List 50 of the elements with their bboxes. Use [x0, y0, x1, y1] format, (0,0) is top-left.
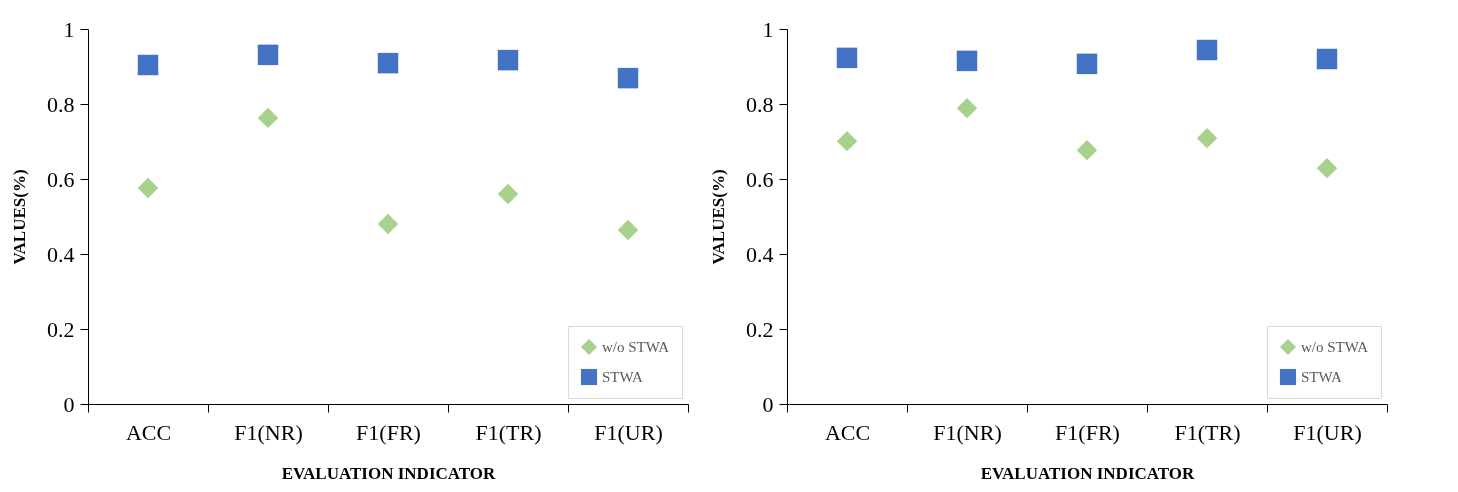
- point: [1316, 48, 1338, 70]
- y-tick-label: 0.6: [47, 166, 75, 192]
- x-tick-label: F1(NR): [234, 419, 303, 445]
- y-tick-label: 0.2: [746, 316, 774, 342]
- point: [1196, 127, 1218, 149]
- y-tick-label: 0.8: [746, 91, 774, 117]
- point: [956, 97, 978, 119]
- y-tick-label: 0.2: [47, 316, 75, 342]
- point: [137, 177, 159, 199]
- point: [497, 183, 519, 205]
- y-tick-label: 0: [762, 391, 774, 417]
- x-tick-label: F1(TR): [1174, 419, 1241, 445]
- point: [1076, 139, 1098, 161]
- point: [257, 44, 279, 66]
- x-tick-label: F1(FR): [1055, 419, 1120, 445]
- x-tick-label: ACC: [125, 419, 172, 445]
- point: [137, 54, 159, 76]
- point: [617, 67, 639, 89]
- x-tick-label: F1(UR): [594, 419, 663, 445]
- y-tick-label: 1: [762, 16, 774, 42]
- legend-label: STWA: [1301, 369, 1342, 385]
- y-axis-title: VALUES(%): [10, 169, 29, 265]
- x-tick-label: ACC: [824, 419, 871, 445]
- y-axis-title: VALUES(%): [709, 169, 728, 265]
- legend-label: STWA: [602, 369, 643, 385]
- point: [257, 107, 279, 129]
- y-tick-label: 0.4: [47, 241, 75, 267]
- x-tick-label: F1(TR): [475, 419, 542, 445]
- point: [836, 130, 858, 152]
- x-tick-label: F1(UR): [1293, 419, 1362, 445]
- x-axis-title: EVALUATION INDICATOR: [281, 463, 497, 483]
- point: [956, 50, 978, 72]
- point: [1076, 53, 1098, 75]
- y-tick-label: 0: [63, 391, 75, 417]
- point: [1316, 157, 1338, 179]
- point: [1196, 39, 1218, 61]
- y-tick-label: 0.4: [746, 241, 774, 267]
- x-tick-label: F1(FR): [356, 419, 421, 445]
- point: [497, 49, 519, 71]
- y-tick-label: 0.8: [47, 91, 75, 117]
- x-tick-label: F1(NR): [933, 419, 1002, 445]
- x-axis-title: EVALUATION INDICATOR: [980, 463, 1196, 483]
- point: [836, 47, 858, 69]
- y-tick-label: 0.6: [746, 166, 774, 192]
- legend-label: w/o STWA: [602, 339, 670, 355]
- point: [377, 52, 399, 74]
- y-tick-label: 1: [63, 16, 75, 42]
- point: [377, 213, 399, 235]
- legend-label: w/o STWA: [1301, 339, 1369, 355]
- point: [617, 219, 639, 241]
